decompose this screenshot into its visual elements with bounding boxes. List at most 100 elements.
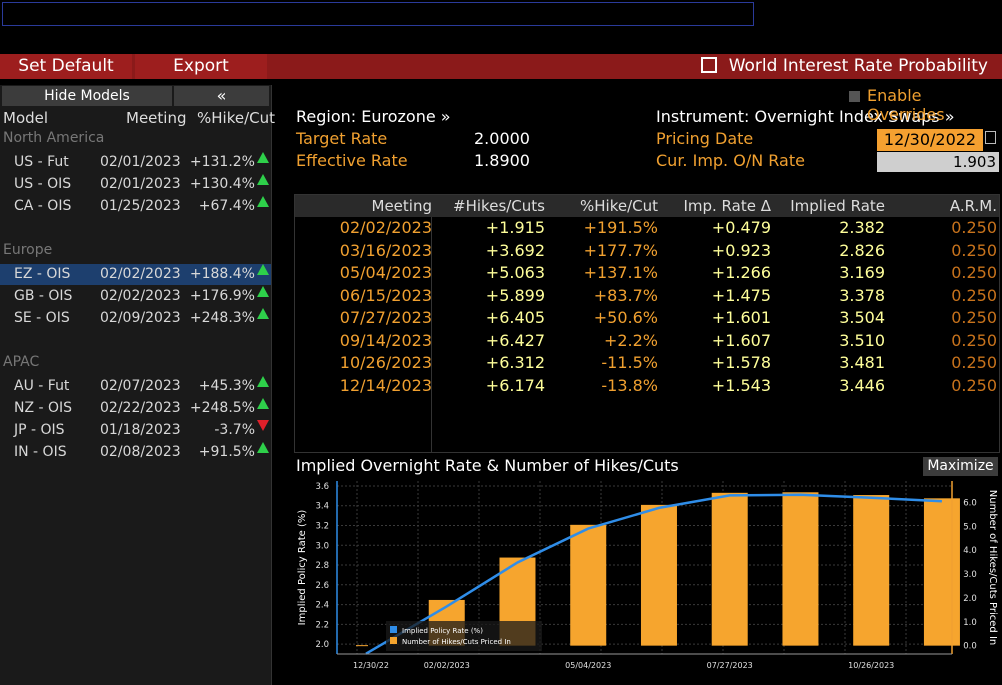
model-row[interactable]: AU - Fut 02/07/2023 +45.3% (0, 376, 271, 397)
cur-imp-rate-input[interactable]: 1.903 (877, 152, 999, 172)
cell-hikes-cuts: +6.174 (485, 375, 545, 395)
cell-implied-rate: 2.826 (839, 240, 885, 260)
cell-hikes-cuts: +6.312 (485, 353, 545, 372)
command-input[interactable] (2, 2, 754, 26)
cell-hikes-cuts: +5.063 (485, 263, 545, 282)
maximize-button[interactable]: Maximize (923, 457, 998, 476)
export-button[interactable]: Export (135, 54, 267, 79)
meeting-date: 02/01/2023 (100, 154, 181, 170)
cell-imp-rate-delta: +1.578 (711, 353, 771, 372)
y-tick-label: 3.4 (315, 502, 329, 512)
column-header-meeting[interactable]: Meeting (371, 197, 432, 215)
meeting-date: 01/25/2023 (100, 198, 181, 214)
hike-cut-pct: +130.4% (189, 176, 255, 192)
up-arrow-icon (257, 174, 269, 185)
y-tick-label: 3.0 (315, 541, 329, 551)
chart-title: Implied Overnight Rate & Number of Hikes… (296, 456, 679, 475)
meeting-date: 02/02/2023 (100, 266, 181, 282)
cell-arm: 0.250 (951, 240, 997, 260)
cell-arm: 0.250 (951, 218, 997, 237)
table-row[interactable]: 10/26/2023 +6.312 -11.5% +1.578 3.481 0.250 (295, 352, 999, 374)
model-row[interactable]: EZ - OIS 02/02/2023 +188.4% (0, 264, 271, 285)
up-arrow-icon (257, 196, 269, 207)
cell-hike-cut-pct: +191.5% (583, 218, 658, 237)
column-header-pct: %Hike/Cut (197, 109, 275, 127)
table-row[interactable]: 03/16/2023 +3.692 +177.7% +0.923 2.826 0.250 (295, 240, 999, 262)
toolbar: Set Default Export World Interest Rate P… (0, 54, 1002, 79)
hide-models-button[interactable]: Hide Models (2, 86, 172, 106)
y2-tick-label: 0.0 (963, 642, 977, 652)
cell-hike-cut-pct: +137.1% (583, 263, 658, 282)
model-row[interactable]: CA - OIS 01/25/2023 +67.4% (0, 196, 271, 217)
y-axis-title: Implied Policy Rate (%) (297, 510, 308, 626)
table-row[interactable]: 02/02/2023 +1.915 +191.5% +0.479 2.382 0.250 (295, 217, 999, 239)
target-rate-label: Target Rate (296, 129, 388, 148)
model-row[interactable]: NZ - OIS 02/22/2023 +248.5% (0, 398, 271, 419)
model-row[interactable]: JP - OIS 01/18/2023 -3.7% (0, 420, 271, 441)
y2-tick-label: 2.0 (963, 594, 977, 604)
model-row[interactable]: SE - OIS 02/09/2023 +248.3% (0, 308, 271, 329)
hike-cut-pct: +248.5% (189, 400, 255, 416)
model-name: US - Fut (14, 154, 69, 170)
model-name: US - OIS (14, 176, 72, 192)
y2-axis-title: Number of Hikes/Cuts Priced In (987, 490, 998, 645)
set-default-button[interactable]: Set Default (0, 54, 132, 79)
table-header: Meeting #Hikes/Cuts %Hike/Cut Imp. Rate Δ Im… (295, 195, 999, 217)
bar (853, 495, 890, 646)
x-tick-label: 12/30/22 (353, 661, 389, 670)
window-title-text: World Interest Rate Probability (728, 56, 988, 76)
section-header: North America (3, 130, 105, 146)
region-selector[interactable]: Region: Eurozone » (296, 107, 451, 126)
model-row[interactable]: US - Fut 02/01/2023 +131.2% (0, 152, 271, 173)
table-row[interactable]: 06/15/2023 +5.899 +83.7% +1.475 3.378 0.250 (295, 285, 999, 307)
collapse-panel-button[interactable]: « (174, 86, 269, 106)
up-arrow-icon (257, 442, 269, 453)
column-header-hike-cut-pct[interactable]: %Hike/Cut (580, 197, 658, 215)
cell-meeting: 09/14/2023 (339, 330, 432, 350)
model-name: GB - OIS (14, 288, 73, 304)
cell-hikes-cuts: +1.915 (485, 218, 545, 237)
legend-swatch (390, 637, 397, 644)
model-row[interactable]: GB - OIS 02/02/2023 +176.9% (0, 286, 271, 307)
cell-imp-rate-delta: +1.607 (711, 330, 771, 350)
cell-hike-cut-pct: +177.7% (583, 240, 658, 260)
table-row[interactable]: 12/14/2023 +6.174 -13.8% +1.543 3.446 0.250 (295, 375, 999, 397)
column-header-implied-rate[interactable]: Implied Rate (790, 197, 885, 215)
pricing-date-input[interactable]: 12/30/2022 (877, 129, 983, 151)
cell-hike-cut-pct: -13.8% (601, 375, 658, 395)
hike-cut-pct: -3.7% (214, 422, 255, 438)
calendar-icon[interactable] (985, 131, 996, 144)
column-header-imp-rate-delta[interactable]: Imp. Rate Δ (683, 197, 771, 215)
cell-meeting: 06/15/2023 (339, 285, 432, 305)
table-row[interactable]: 09/14/2023 +6.427 +2.2% +1.607 3.510 0.250 (295, 330, 999, 352)
cell-imp-rate-delta: +1.601 (711, 308, 771, 327)
table-row[interactable]: 07/27/2023 +6.405 +50.6% +1.601 3.504 0.250 (295, 307, 999, 329)
cell-hike-cut-pct: +2.2% (603, 330, 658, 350)
hike-cut-pct: +91.5% (198, 444, 255, 460)
cell-implied-rate: 3.504 (839, 308, 885, 327)
cell-imp-rate-delta: +1.266 (711, 263, 771, 282)
window-title: World Interest Rate Probability (700, 54, 988, 79)
up-arrow-icon (257, 286, 269, 297)
enable-overrides-label[interactable]: Enable Overrides (867, 86, 945, 124)
cell-imp-rate-delta: +1.543 (711, 375, 771, 395)
legend-label: Implied Policy Rate (%) (402, 627, 483, 635)
x-tick-label: 10/26/2023 (848, 661, 894, 670)
meetings-table: Meeting #Hikes/Cuts %Hike/Cut Imp. Rate Δ Im… (294, 194, 1000, 453)
table-row[interactable]: 05/04/2023 +5.063 +137.1% +1.266 3.169 0.250 (295, 262, 999, 284)
cell-hike-cut-pct: -11.5% (601, 353, 658, 372)
enable-overrides-checkbox[interactable] (849, 91, 860, 102)
cur-imp-rate-label: Cur. Imp. O/N Rate (656, 151, 805, 170)
model-row[interactable]: US - OIS 02/01/2023 +130.4% (0, 174, 271, 195)
cell-implied-rate: 3.378 (839, 285, 885, 305)
cell-hikes-cuts: +6.427 (485, 330, 545, 350)
column-header-hikes-cuts[interactable]: #Hikes/Cuts (453, 197, 545, 215)
launch-icon[interactable] (700, 57, 717, 73)
model-row[interactable]: IN - OIS 02/08/2023 +91.5% (0, 442, 271, 463)
meeting-date: 02/09/2023 (100, 310, 181, 326)
column-header-arm[interactable]: A.R.M. (949, 197, 997, 215)
bar (570, 524, 607, 646)
instrument-selector[interactable]: Instrument: Overnight Index Swaps » (656, 107, 955, 126)
cell-implied-rate: 2.382 (839, 218, 885, 237)
x-tick-label: 07/27/2023 (707, 661, 753, 670)
